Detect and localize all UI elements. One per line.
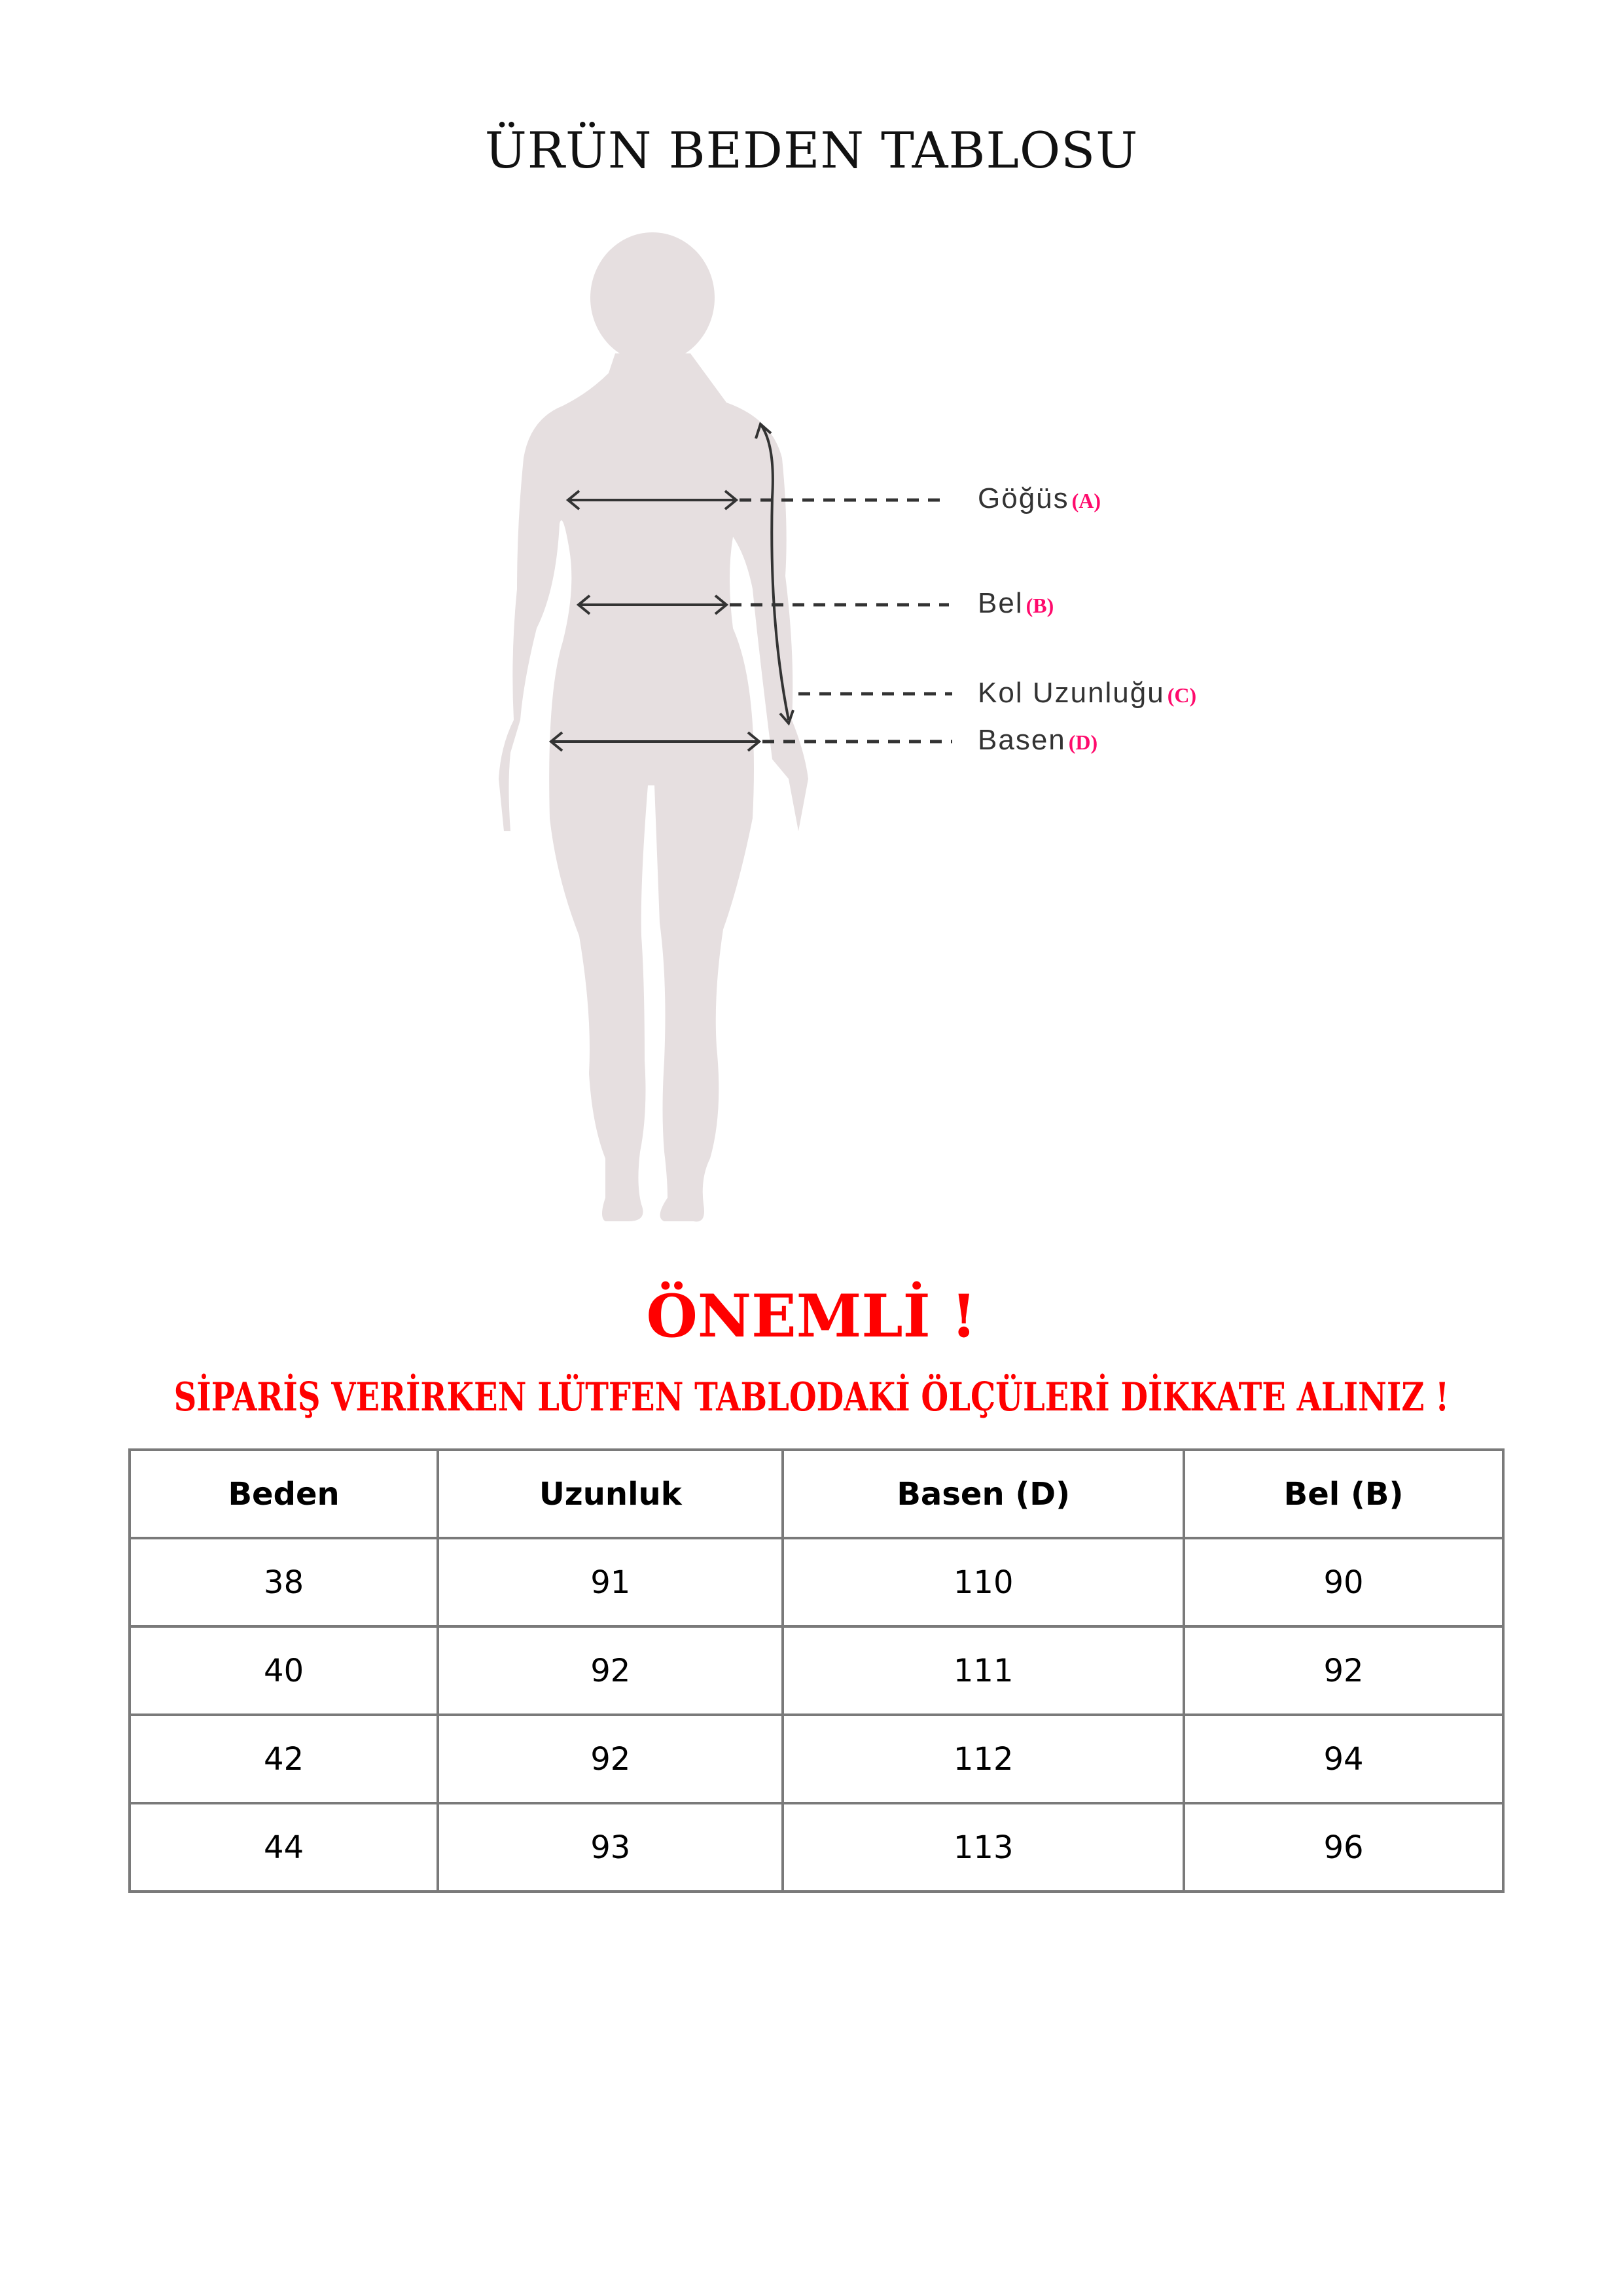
table-cell: 42 [128, 1713, 440, 1804]
table-cell: 90 [1183, 1537, 1505, 1628]
table-row: 40 92 111 92 [128, 1625, 1505, 1716]
table-cell: 112 [781, 1713, 1186, 1804]
table-cell: 92 [437, 1625, 785, 1716]
warning-heading: ÖNEMLİ ! [646, 1282, 977, 1351]
table-cell: 38 [128, 1537, 440, 1628]
silhouette [499, 232, 808, 1222]
measurement-arrows [548, 422, 794, 752]
table-cell: 91 [437, 1537, 785, 1628]
measurement-label-waist: Bel (B) [978, 587, 1054, 620]
label-code: (C) [1167, 683, 1197, 707]
header-cell: Basen (D) [781, 1448, 1186, 1539]
table-cell: 113 [781, 1802, 1186, 1893]
warning-text-span: SİPARİŞ VERİRKEN LÜTFEN TABLODAKİ ÖLÇÜLE… [173, 1374, 1450, 1420]
warning-text: SİPARİŞ VERİRKEN LÜTFEN TABLODAKİ ÖLÇÜLE… [0, 1374, 1623, 1420]
table-cell: 96 [1183, 1802, 1505, 1893]
label-text: Bel [978, 587, 1024, 619]
table-cell: 40 [128, 1625, 440, 1716]
label-text: Basen [978, 724, 1066, 756]
table-row: 44 93 113 96 [128, 1802, 1505, 1893]
label-text: Kol Uzunluğu [978, 677, 1165, 709]
page-title: ÜRÜN BEDEN TABLOSU [484, 121, 1139, 179]
header-cell: Bel (B) [1183, 1448, 1505, 1539]
body-silhouette-diagram [499, 232, 952, 1222]
header-cell: Uzunluk [437, 1448, 785, 1539]
table-cell: 92 [1183, 1625, 1505, 1716]
table-cell: 92 [437, 1713, 785, 1804]
header-cell: Beden [128, 1448, 440, 1539]
size-table: Beden Uzunluk Basen (D) Bel (B) 38 91 110 9… [128, 1448, 1505, 1893]
label-code: (A) [1071, 489, 1101, 512]
dashed-guides [730, 498, 952, 744]
table-cell: 111 [781, 1625, 1186, 1716]
table-header-row: Beden Uzunluk Basen (D) Bel (B) [128, 1448, 1505, 1539]
table-cell: 94 [1183, 1713, 1505, 1804]
measurement-label-hip: Basen (D) [978, 724, 1097, 757]
measurement-label-chest: Göğüs (A) [978, 482, 1101, 515]
table-cell: 93 [437, 1802, 785, 1893]
table-row: 38 91 110 90 [128, 1537, 1505, 1628]
label-code: (D) [1068, 730, 1098, 754]
measurement-label-sleeve: Kol Uzunluğu (C) [978, 677, 1196, 709]
table-cell: 44 [128, 1802, 440, 1893]
table-row: 42 92 112 94 [128, 1713, 1505, 1804]
label-code: (B) [1026, 594, 1054, 617]
table-cell: 110 [781, 1537, 1186, 1628]
label-text: Göğüs [978, 482, 1069, 514]
